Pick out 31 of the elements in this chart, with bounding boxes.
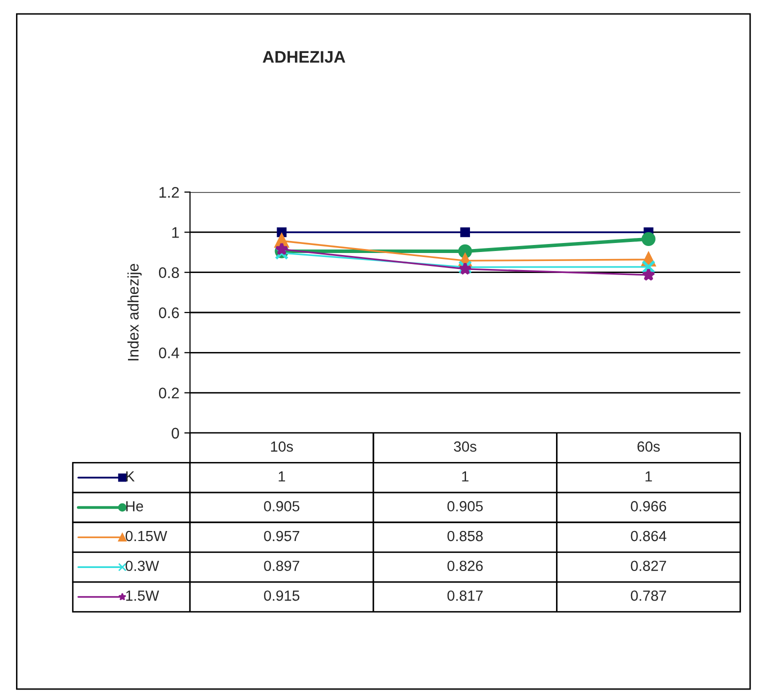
data-label: 1 [278, 471, 286, 482]
data-label: 0.827 [630, 560, 666, 572]
data-label: 0.864 [630, 530, 666, 542]
data-label: 0.915 [264, 590, 300, 601]
y-tick-label: 0.6 [158, 307, 179, 318]
legend-label: 0.15W [126, 530, 168, 542]
data-label: 0.817 [447, 590, 483, 601]
data-label: 0.905 [447, 501, 483, 512]
chart-title: ADHEZIJA [262, 51, 346, 63]
legend-label: He [126, 501, 144, 512]
data-label: 0.787 [630, 590, 666, 601]
y-tick-label: 0 [172, 428, 179, 439]
data-label: 0.905 [264, 501, 300, 512]
y-tick-label: 0.2 [158, 388, 179, 398]
legend-label: 1.5W [126, 590, 160, 601]
data-label: 1 [462, 471, 468, 482]
y-axis-title: Index adhezije [127, 264, 142, 360]
data-label: 1 [646, 471, 652, 482]
y-tick-label: 0.4 [158, 348, 180, 358]
x-tick-label: 30s [454, 441, 476, 452]
data-label: 0.858 [447, 530, 483, 542]
data-label: 0.957 [264, 530, 300, 542]
legend-label: 0.3W [126, 560, 160, 572]
x-tick-label: 60s [638, 441, 660, 452]
y-tick-label: 1 [172, 227, 179, 238]
data-label: 0.826 [447, 560, 483, 572]
x-tick-label: 10s [271, 441, 293, 452]
y-tick-label: 1.2 [160, 186, 179, 198]
data-label: 0.966 [630, 501, 666, 512]
data-label: 0.897 [264, 560, 300, 572]
y-tick-label: 0.8 [158, 267, 179, 278]
